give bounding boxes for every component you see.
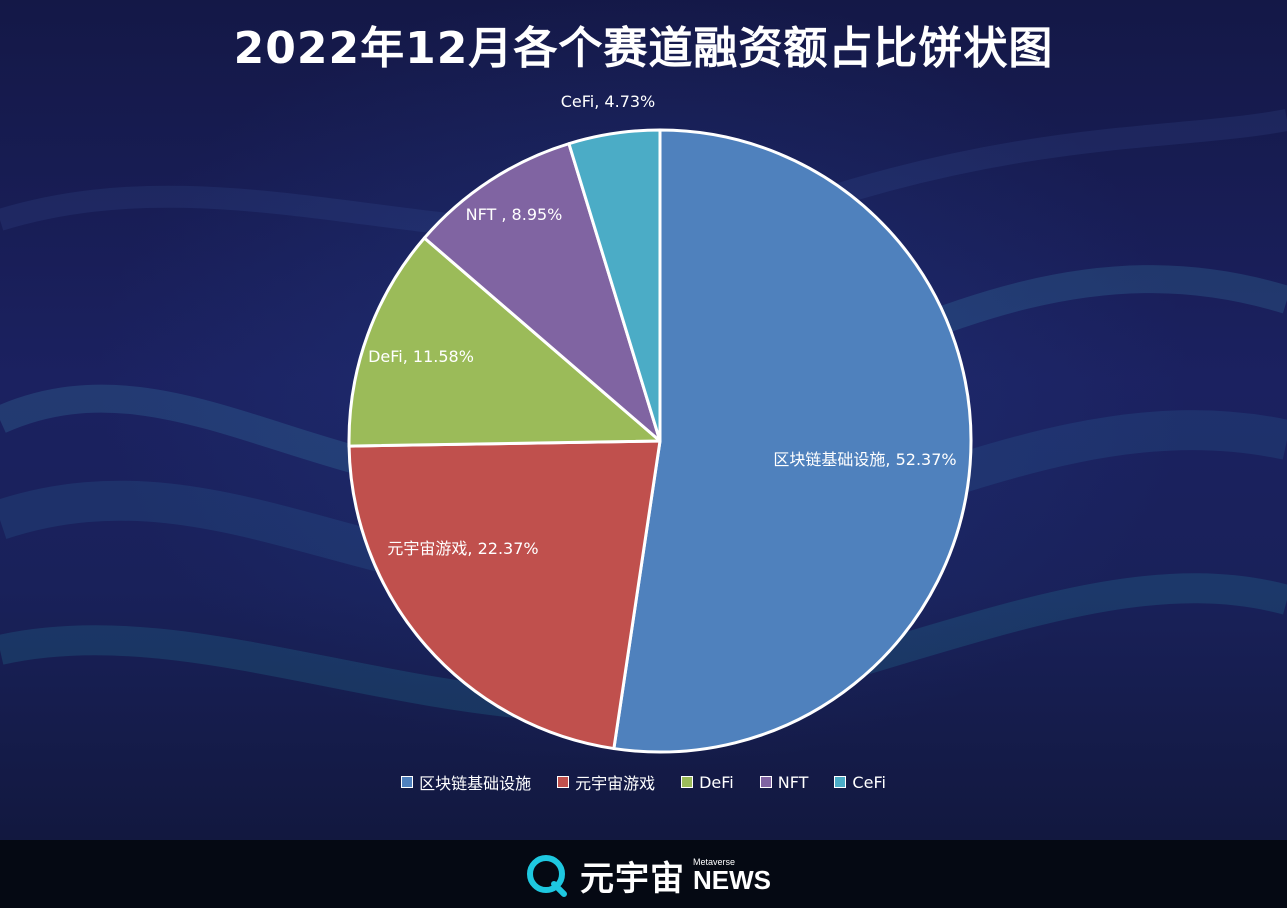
slice-data-label-0: 区块链基础设施, 52.37%	[773, 450, 956, 469]
q-ring-icon	[527, 855, 567, 897]
legend-swatch	[401, 776, 414, 788]
legend-label: DeFi	[699, 772, 734, 792]
brand-news: NEWS	[693, 864, 771, 895]
legend-swatch	[557, 776, 570, 788]
slice-data-label-3: NFT , 8.95%	[466, 205, 563, 224]
pie-slice-3	[422, 142, 662, 443]
legend-item-0: 区块链基础设施	[401, 770, 531, 794]
brand-logo: 元宇宙 Metaverse NEWS	[524, 852, 771, 899]
slice-data-label-4: CeFi, 4.73%	[561, 92, 656, 111]
brand-name-cn: 元宇宙	[580, 858, 685, 899]
legend-swatch	[834, 776, 847, 788]
legend-swatch	[759, 776, 772, 788]
brand-meta: Metaverse	[693, 856, 736, 867]
brand-name-en: Metaverse NEWS	[693, 856, 771, 895]
pie-slice-2	[347, 236, 662, 448]
pie-chart: 区块链基础设施, 52.37% 元宇宙游戏, 22.37% DeFi, 11.58%…	[347, 92, 973, 754]
pie-slice-4	[567, 128, 662, 443]
legend-item-2: DeFi	[681, 770, 734, 794]
slice-data-label-1: 元宇宙游戏, 22.37%	[387, 539, 538, 558]
legend-label: 区块链基础设施	[419, 774, 532, 793]
legend-label: CeFi	[852, 772, 886, 792]
legend: 区块链基础设施 元宇宙游戏 DeFi NFT CeFi	[0, 770, 1287, 794]
legend-swatch	[681, 776, 694, 788]
legend-item-3: NFT	[759, 770, 809, 794]
slice-data-label-2: DeFi, 11.58%	[368, 347, 474, 366]
footer-bar: 元宇宙 Metaverse NEWS	[0, 840, 1287, 908]
legend-item-4: CeFi	[834, 770, 886, 794]
pie-slice-0	[612, 128, 973, 754]
legend-label: 元宇宙游戏	[575, 774, 656, 793]
chart-title: 2022年12月各个赛道融资额占比饼状图	[233, 23, 1054, 74]
legend-label: NFT	[777, 772, 809, 792]
pie-slice-1	[347, 439, 662, 751]
legend-item-1: 元宇宙游戏	[557, 770, 655, 794]
